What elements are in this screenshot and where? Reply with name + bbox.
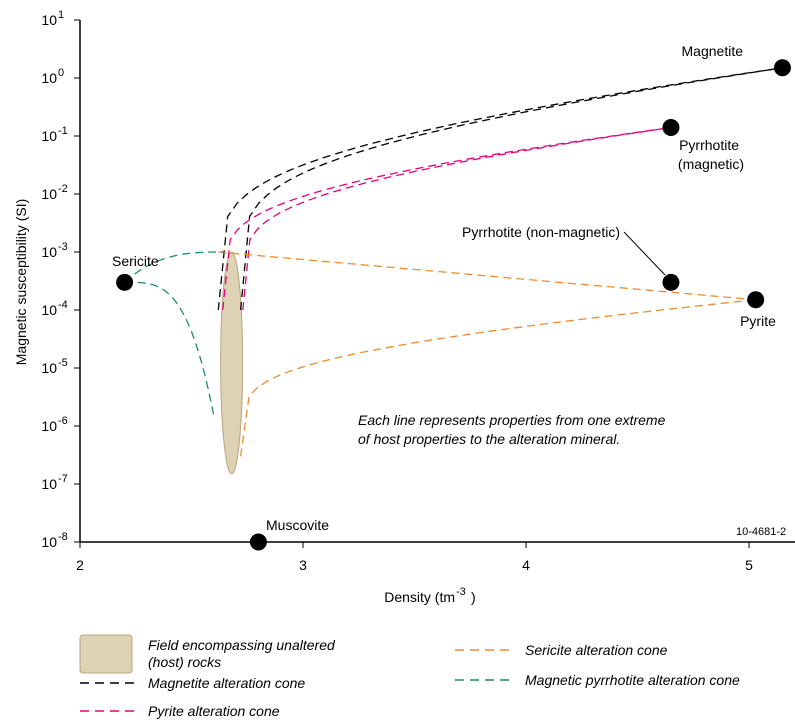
annotation-line-1: Each line represents properties from one… [358, 412, 666, 428]
label-magnetite: Magnetite [682, 43, 744, 59]
y-tick-exp-0: 1 [58, 9, 64, 21]
y-tick-exp-8: -7 [58, 473, 68, 485]
x-tick-label-3: 5 [745, 557, 753, 573]
cone-line-1-0 [222, 126, 672, 311]
legend-label-4: Magnetic pyrrhotite alteration cone [525, 672, 740, 688]
y-tick-exp-6: -5 [58, 357, 68, 369]
cone-line-0-0 [217, 67, 783, 311]
y-tick-exp-9: -8 [58, 531, 68, 543]
cone-line-3-1 [124, 281, 215, 416]
point-sericite-4 [116, 273, 134, 291]
y-tick-label-0: 10 [41, 12, 57, 28]
y-tick-label-5: 10 [41, 302, 57, 318]
y-tick-exp-3: -2 [58, 183, 68, 195]
y-tick-label-8: 10 [41, 476, 57, 492]
legend-swatch-field [79, 634, 133, 674]
host-field-layer [220, 251, 244, 475]
cone-line-2-1 [239, 299, 756, 457]
y-tick-label-2: 10 [41, 128, 57, 144]
host-rock-field [220, 251, 244, 475]
annotation-layer: Each line represents properties from one… [358, 412, 786, 538]
pyrrhotite-nonmagnetic-leader [623, 231, 666, 276]
y-tick-exp-1: 0 [58, 67, 64, 79]
legend: Field encompassing unaltered(host) rocks… [79, 634, 740, 719]
y-tick-label-3: 10 [41, 186, 57, 202]
legend-label-field-1: (host) rocks [148, 654, 221, 670]
y-tick-label-9: 10 [41, 534, 57, 550]
x-tick-label-1: 3 [299, 557, 307, 573]
y-tick-exp-5: -4 [58, 299, 68, 311]
label-sericite: Sericite [112, 253, 159, 269]
point-pyrrhotite-2 [662, 273, 680, 291]
cone-lines-layer [124, 67, 783, 457]
x-tick-label-2: 4 [522, 557, 530, 573]
label-pyrite: Pyrite [740, 313, 776, 329]
point-labels-layer: Magnetite Pyrrhotite (magnetic) Pyrrhoti… [112, 43, 776, 533]
legend-label-2: Pyrite alteration cone [148, 703, 280, 719]
cone-line-1-1 [242, 126, 672, 311]
x-axis-label: Density (tm [384, 589, 455, 605]
x-tick-label-0: 2 [76, 557, 84, 573]
y-tick-label-6: 10 [41, 360, 57, 376]
y-tick-label-4: 10 [41, 244, 57, 260]
point-pyrite-3 [747, 291, 765, 309]
y-tick-exp-4: -3 [58, 241, 68, 253]
cone-line-3-0 [124, 251, 225, 283]
axes-layer: Magnetic susceptibility (SI) Density (tm… [13, 20, 795, 605]
x-axis-label-end: ) [471, 589, 476, 605]
point-muscovite-5 [249, 533, 267, 551]
label-muscovite: Muscovite [266, 517, 329, 533]
legend-label-1: Magnetite alteration cone [148, 675, 305, 691]
y-axis-label: Magnetic susceptibility (SI) [13, 199, 29, 366]
legend-label-field-0: Field encompassing unaltered [148, 637, 336, 653]
figure-id: 10-4681-2 [736, 526, 786, 538]
annotation-line-2: of host properties to the alteration min… [358, 431, 620, 447]
x-axis-label-sup: -3 [456, 586, 466, 598]
label-pyrrhotite-nonmagnetic: Pyrrhotite (non-magnetic) [462, 224, 620, 240]
point-magnetite-0 [773, 59, 791, 77]
legend-label-3: Sericite alteration cone [525, 642, 668, 658]
cone-line-0-1 [239, 67, 783, 311]
point-pyrrhotite-1 [662, 119, 680, 137]
y-tick-label-7: 10 [41, 418, 57, 434]
points-layer [116, 59, 791, 551]
label-pyrrhotite-magnetic: Pyrrhotite (magnetic) [678, 137, 744, 172]
y-tick-exp-7: -6 [58, 415, 68, 427]
y-tick-label-1: 10 [41, 70, 57, 86]
y-tick-exp-2: -1 [58, 125, 68, 137]
cone-line-2-0 [218, 251, 756, 301]
